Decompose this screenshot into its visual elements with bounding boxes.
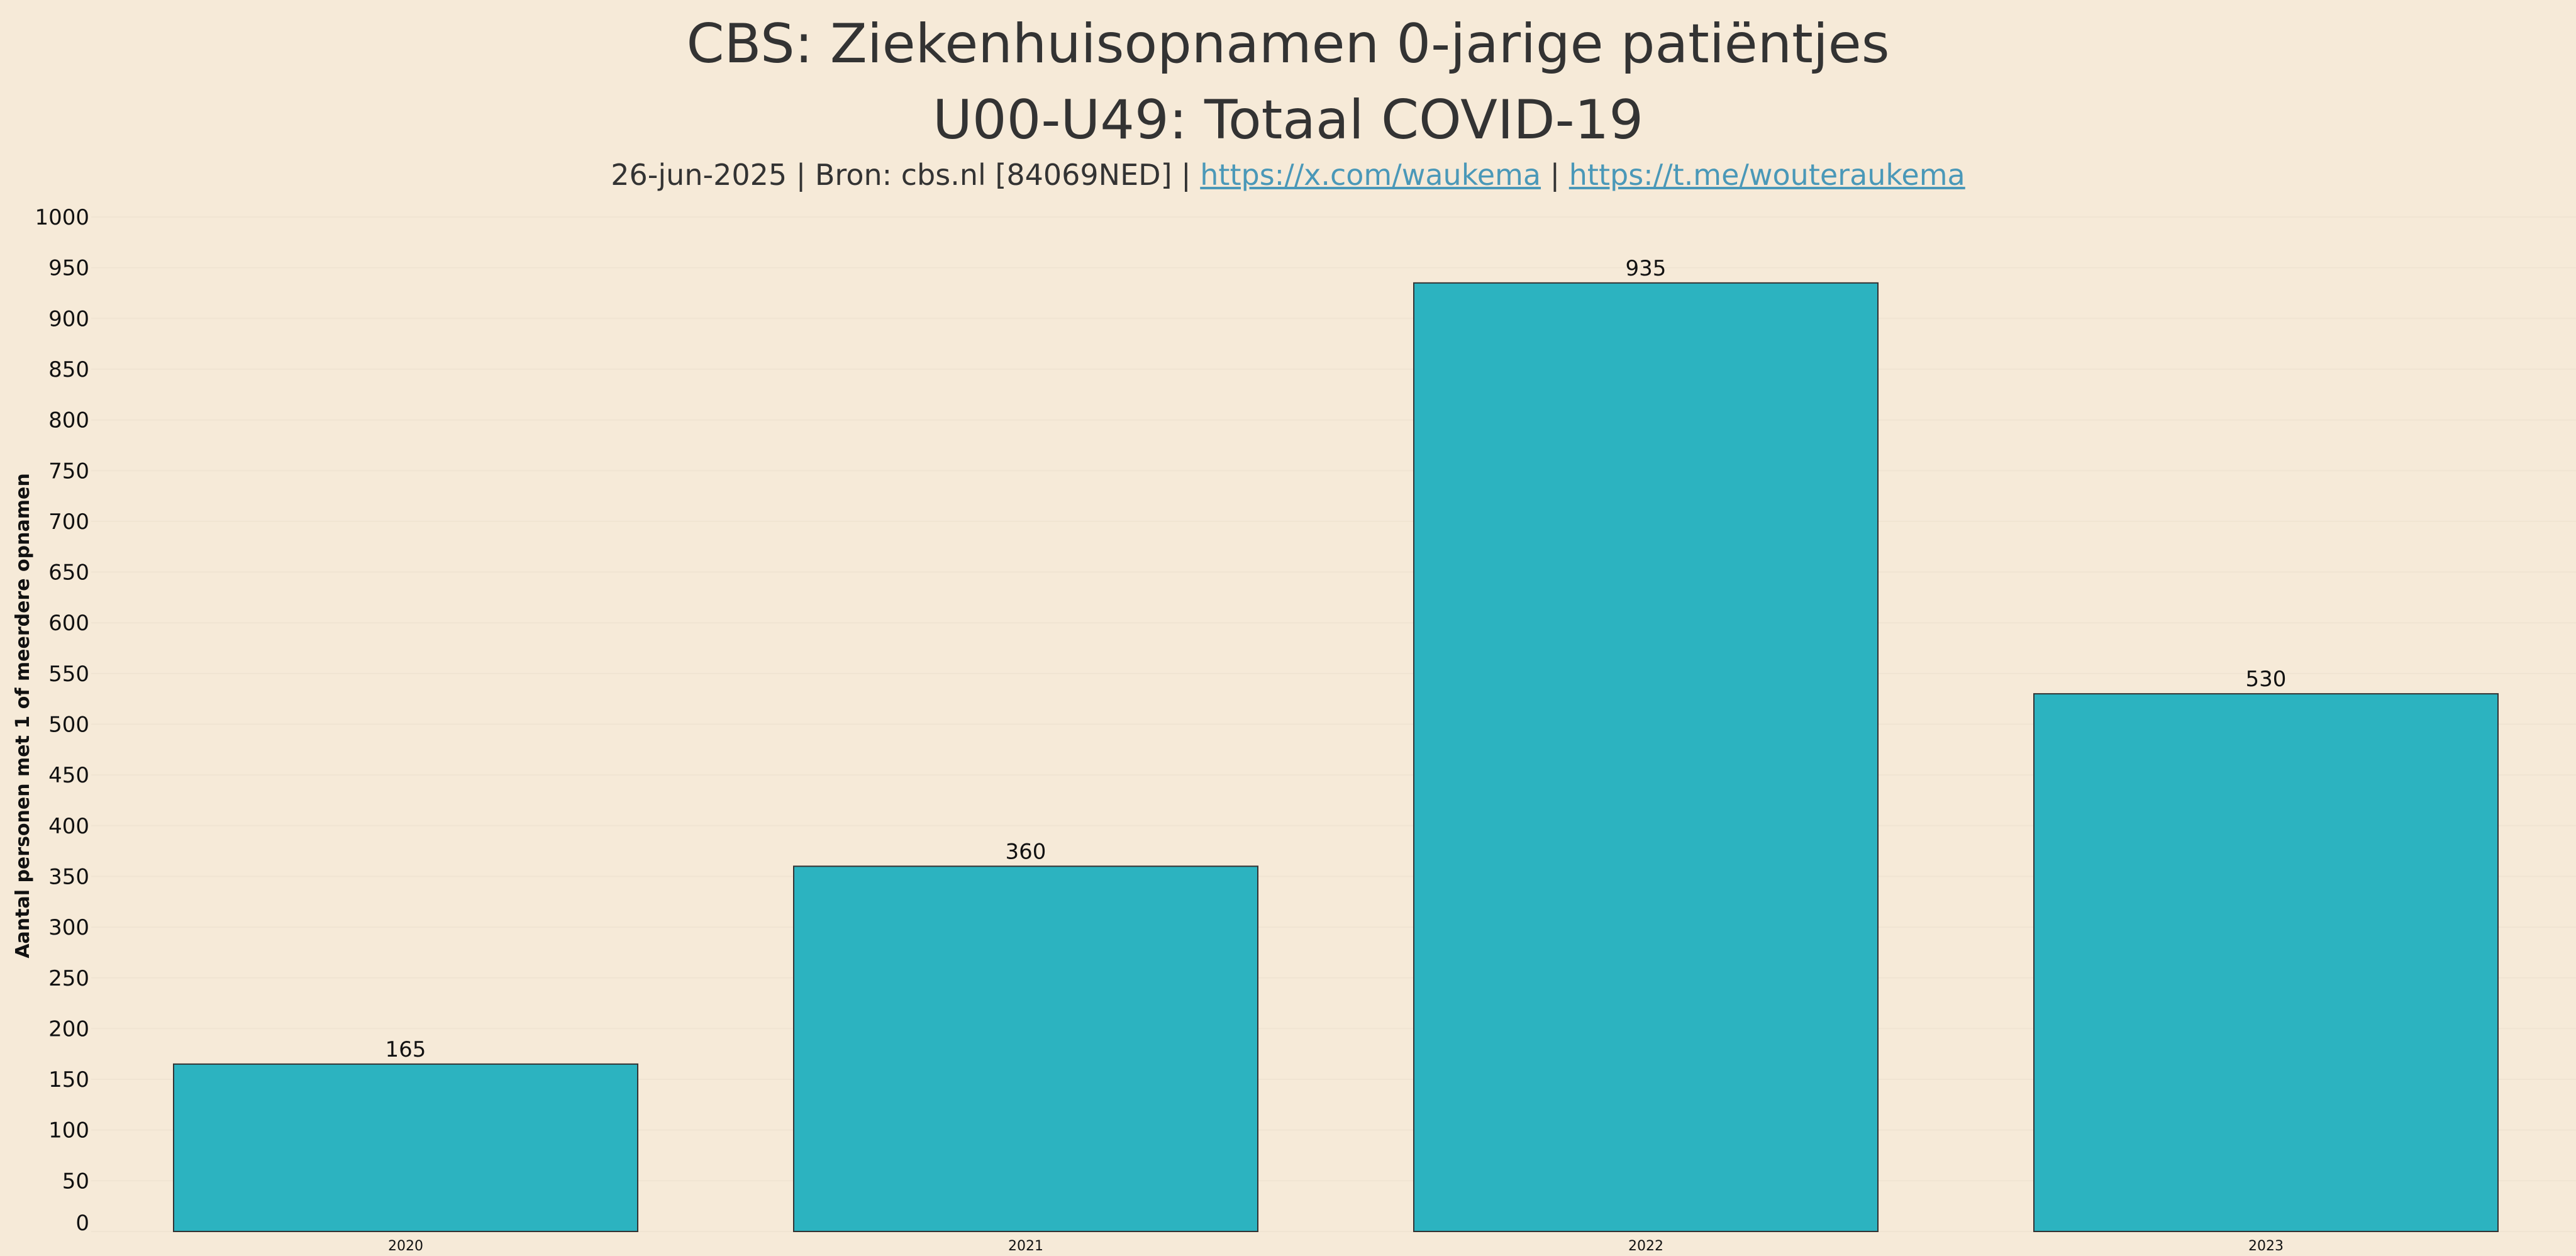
- bars: [173, 282, 2499, 1233]
- y-tick-label: 500: [48, 713, 89, 738]
- y-tick-label: 1000: [35, 205, 89, 230]
- bar-2020: [173, 1063, 638, 1232]
- chart-subtitle: 26-jun-2025 | Bron: cbs.nl [84069NED] | …: [0, 157, 2576, 192]
- subtitle-source-text: 26-jun-2025 | Bron: cbs.nl [84069NED] |: [611, 158, 1201, 192]
- x-tick-label-2020: 2020: [388, 1238, 423, 1254]
- bar-2021: [793, 865, 1258, 1232]
- chart-title-line-1: CBS: Ziekenhuisopnamen 0-jarige patiëntj…: [686, 13, 1890, 75]
- subtitle-separator: |: [1541, 158, 1569, 192]
- y-tick-label: 600: [48, 611, 89, 636]
- y-tick-label: 650: [48, 560, 89, 586]
- x-tick-label-2022: 2022: [1628, 1238, 1663, 1254]
- data-labels: 165 360 935 530: [386, 256, 2287, 1062]
- y-tick-label: 100: [48, 1118, 89, 1143]
- x-axis-ticks: 2020 2021 2022 2023: [388, 1238, 2284, 1254]
- y-axis-title: Aantal personen met 1 of meerdere opname…: [12, 473, 34, 958]
- y-tick-label: 800: [48, 408, 89, 433]
- y-tick-label: 850: [48, 357, 89, 382]
- data-label-2020: 165: [386, 1037, 426, 1062]
- y-tick-label: 700: [48, 509, 89, 535]
- x-tick-label-2021: 2021: [1008, 1238, 1043, 1254]
- x-tick-label-2023: 2023: [2248, 1238, 2284, 1254]
- bar-2022: [1413, 282, 1879, 1233]
- data-label-2021: 360: [1006, 839, 1046, 864]
- y-axis-ticks: 0 50 100 150 200 250 300 350 400 450 500 550 600 650 7…: [35, 205, 89, 1236]
- y-tick-label: 250: [48, 966, 89, 991]
- y-tick-label: 550: [48, 662, 89, 687]
- y-tick-label: 400: [48, 814, 89, 839]
- y-tick-label: 950: [48, 256, 89, 281]
- y-tick-label: 150: [48, 1067, 89, 1092]
- data-label-2022: 935: [1626, 256, 1667, 281]
- data-label-2023: 530: [2246, 667, 2287, 692]
- y-tick-label: 300: [48, 915, 89, 940]
- y-tick-label: 900: [48, 306, 89, 331]
- chart-title-line-2: U00-U49: Totaal COVID-19: [932, 89, 1644, 152]
- y-tick-label: 750: [48, 458, 89, 484]
- subtitle-link-x[interactable]: https://x.com/waukema: [1200, 158, 1541, 192]
- y-tick-label: 450: [48, 763, 89, 788]
- bar-2023: [2033, 693, 2499, 1232]
- y-tick-label: 200: [48, 1016, 89, 1042]
- y-tick-label: 350: [48, 864, 89, 889]
- y-tick-label: 50: [62, 1169, 89, 1194]
- subtitle-link-telegram[interactable]: https://t.me/wouteraukema: [1568, 158, 1965, 192]
- y-tick-label: 0: [75, 1211, 89, 1236]
